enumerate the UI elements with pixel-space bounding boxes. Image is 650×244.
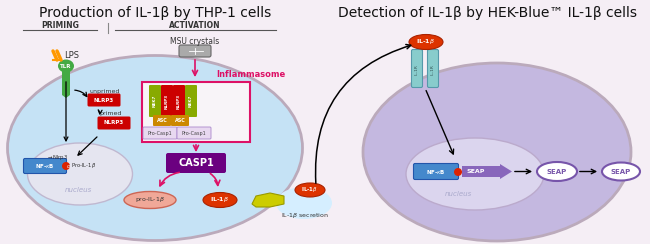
Text: $\alpha$: $\alpha$: [66, 163, 71, 170]
Text: CASP1: CASP1: [178, 158, 214, 168]
Ellipse shape: [454, 168, 462, 176]
FancyBboxPatch shape: [185, 85, 197, 117]
Text: nucleus: nucleus: [445, 191, 472, 197]
Text: NEK7: NEK7: [189, 95, 193, 107]
Ellipse shape: [406, 138, 544, 210]
Text: Pro-IL-1$\beta$: Pro-IL-1$\beta$: [71, 162, 96, 171]
Text: IL-1$\beta$: IL-1$\beta$: [417, 38, 436, 47]
Text: SEAP: SEAP: [547, 169, 567, 174]
Ellipse shape: [537, 162, 577, 181]
Text: Detection of IL-1β by HEK-Blue™ IL-1β cells: Detection of IL-1β by HEK-Blue™ IL-1β ce…: [339, 6, 638, 20]
Text: NLRP3: NLRP3: [165, 93, 169, 109]
Ellipse shape: [409, 34, 443, 50]
FancyBboxPatch shape: [23, 159, 66, 173]
FancyArrow shape: [462, 164, 512, 179]
FancyBboxPatch shape: [179, 45, 211, 57]
Text: IL-1$\beta$ secretion: IL-1$\beta$ secretion: [281, 211, 329, 220]
Text: $\rightarrow$Nlrp3: $\rightarrow$Nlrp3: [46, 153, 68, 163]
Ellipse shape: [203, 193, 237, 207]
Text: ASC: ASC: [175, 118, 185, 123]
Polygon shape: [252, 193, 284, 207]
Text: ASC: ASC: [157, 118, 168, 123]
Text: PRIMING: PRIMING: [41, 21, 79, 30]
FancyBboxPatch shape: [149, 85, 161, 117]
Text: IL-1$\beta$: IL-1$\beta$: [211, 195, 229, 204]
Text: IL-1$\beta$: IL-1$\beta$: [302, 185, 318, 194]
FancyBboxPatch shape: [153, 115, 171, 126]
Text: SEAP: SEAP: [467, 169, 485, 174]
FancyBboxPatch shape: [413, 163, 458, 180]
Ellipse shape: [363, 63, 631, 241]
Ellipse shape: [8, 55, 302, 241]
Ellipse shape: [27, 143, 133, 205]
FancyBboxPatch shape: [88, 93, 120, 106]
Text: unprimed: unprimed: [89, 89, 120, 93]
FancyBboxPatch shape: [98, 116, 131, 130]
Text: Pro-Casp1: Pro-Casp1: [181, 131, 207, 135]
Text: NLRP3: NLRP3: [94, 98, 114, 102]
Text: ACTIVATION: ACTIVATION: [169, 21, 221, 30]
FancyBboxPatch shape: [411, 50, 422, 88]
FancyBboxPatch shape: [166, 153, 226, 173]
Text: primed: primed: [99, 112, 122, 116]
Polygon shape: [62, 68, 70, 98]
FancyBboxPatch shape: [428, 50, 439, 88]
Ellipse shape: [602, 163, 640, 181]
Text: NF-$\kappa$B: NF-$\kappa$B: [35, 162, 55, 170]
Text: Pro-Casp1: Pro-Casp1: [148, 131, 172, 135]
Text: SEAP: SEAP: [611, 169, 631, 174]
Ellipse shape: [295, 183, 325, 197]
Text: pro-IL-1$\beta$: pro-IL-1$\beta$: [135, 195, 165, 204]
FancyBboxPatch shape: [142, 82, 250, 142]
FancyBboxPatch shape: [177, 127, 211, 139]
FancyBboxPatch shape: [143, 127, 177, 139]
Ellipse shape: [58, 60, 74, 72]
Text: nucleus: nucleus: [64, 187, 92, 193]
Text: NLRP3: NLRP3: [177, 93, 181, 109]
Ellipse shape: [124, 192, 176, 209]
Text: LPS: LPS: [64, 51, 79, 61]
Text: MSU crystals: MSU crystals: [170, 38, 220, 47]
Text: Inflammasome: Inflammasome: [216, 70, 285, 79]
Ellipse shape: [276, 187, 332, 219]
Text: IL-1R: IL-1R: [431, 65, 435, 75]
FancyBboxPatch shape: [173, 85, 185, 117]
Text: TLR: TLR: [60, 63, 72, 69]
Text: Production of IL-1β by THP-1 cells: Production of IL-1β by THP-1 cells: [39, 6, 271, 20]
Ellipse shape: [62, 162, 70, 170]
Text: NLRP3: NLRP3: [104, 121, 124, 125]
FancyBboxPatch shape: [161, 85, 173, 117]
Text: NEK7: NEK7: [153, 95, 157, 107]
Text: IL-1R: IL-1R: [415, 65, 419, 75]
Text: NF-$\kappa$B: NF-$\kappa$B: [426, 167, 446, 175]
FancyBboxPatch shape: [171, 115, 189, 126]
